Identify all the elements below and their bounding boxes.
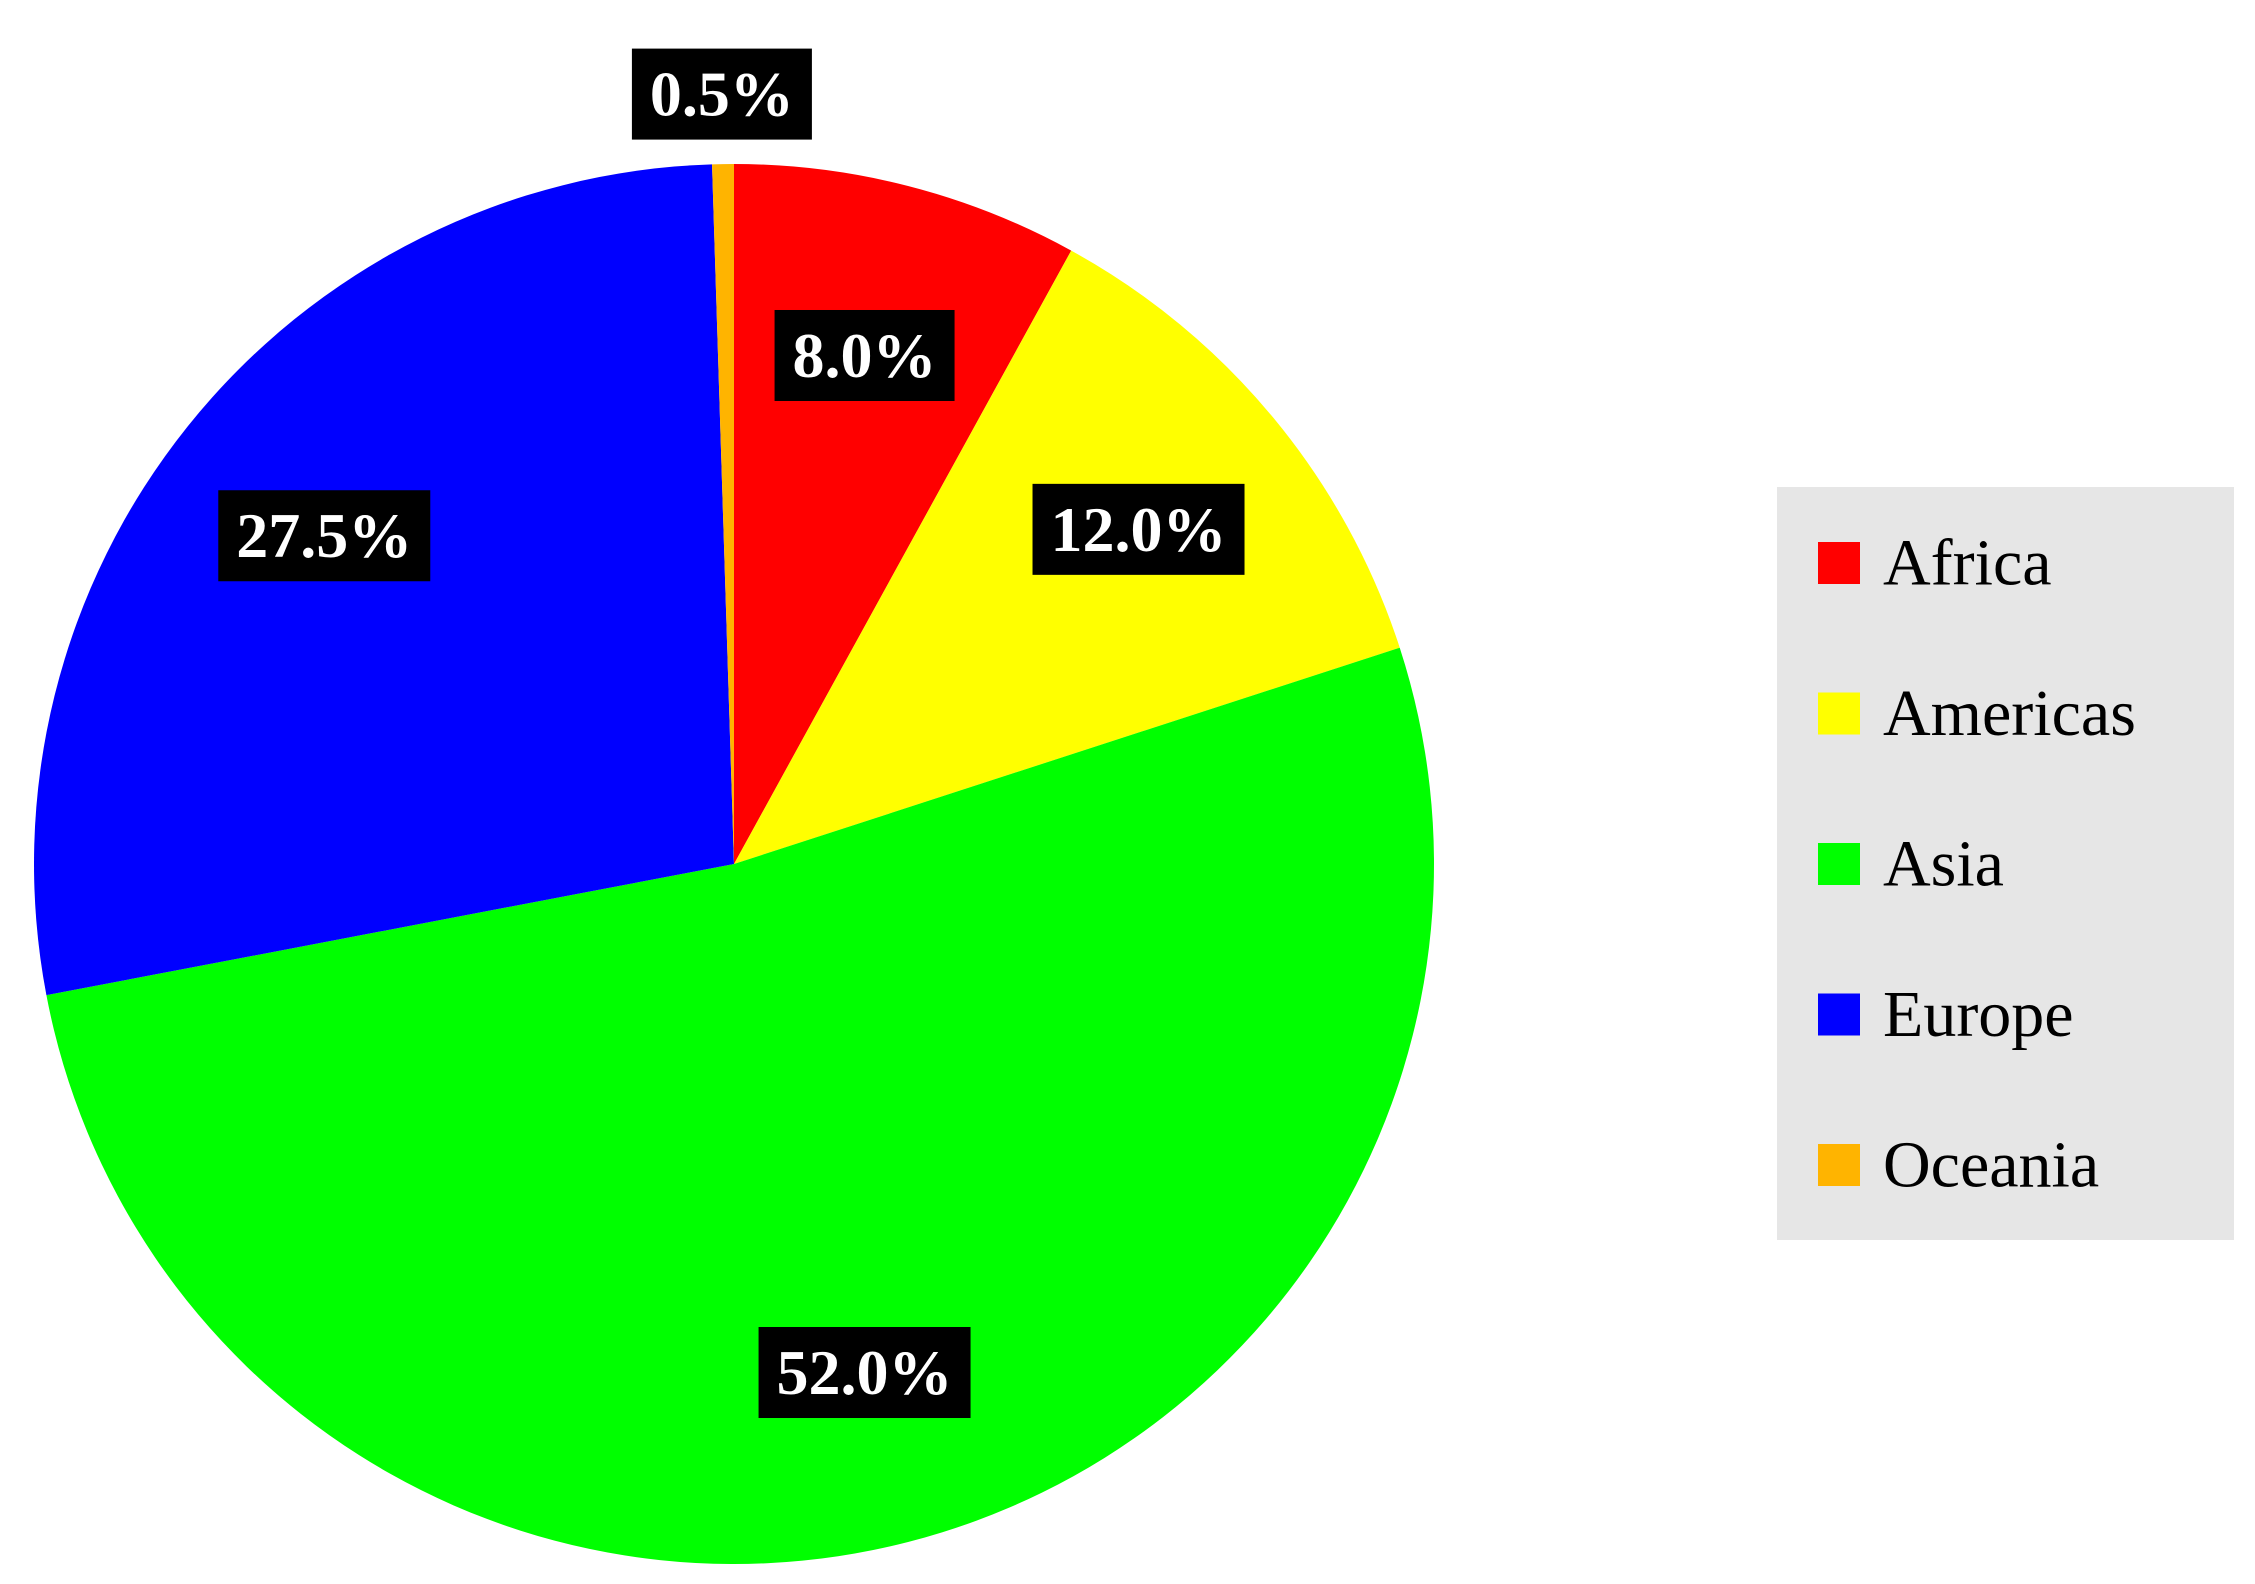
legend-swatch [1818, 843, 1860, 885]
pie-slice [46, 647, 1434, 1565]
legend-label: Europe [1883, 978, 2074, 1051]
value-label-box [1032, 483, 1245, 575]
legend: Africa Americas Asia Europe Oceania [1777, 487, 2234, 1240]
pie-slice [712, 164, 734, 864]
legend-label: Americas [1883, 677, 2136, 750]
value-label-box [218, 490, 431, 582]
value-label: 27.5% [236, 500, 412, 571]
legend-label: Oceania [1883, 1129, 2099, 1202]
value-labels: 8.0% 12.0% 52.0% 27.5% 0.5% [218, 48, 1245, 1419]
legend-label: Asia [1883, 828, 2004, 901]
value-label-box [758, 1327, 971, 1419]
value-label-box [774, 309, 955, 401]
value-label: 52.0% [777, 1337, 953, 1408]
value-label: 0.5% [650, 59, 794, 130]
value-label: 12.0% [1051, 494, 1227, 565]
legend-swatch [1818, 1144, 1860, 1186]
legend-swatch [1818, 692, 1860, 735]
legend-label: Africa [1883, 527, 2052, 600]
legend-swatch [1818, 542, 1860, 584]
value-label: 8.0% [793, 320, 937, 391]
value-label-box [631, 48, 812, 140]
pie [33, 164, 1434, 1565]
legend-swatch [1818, 993, 1860, 1036]
